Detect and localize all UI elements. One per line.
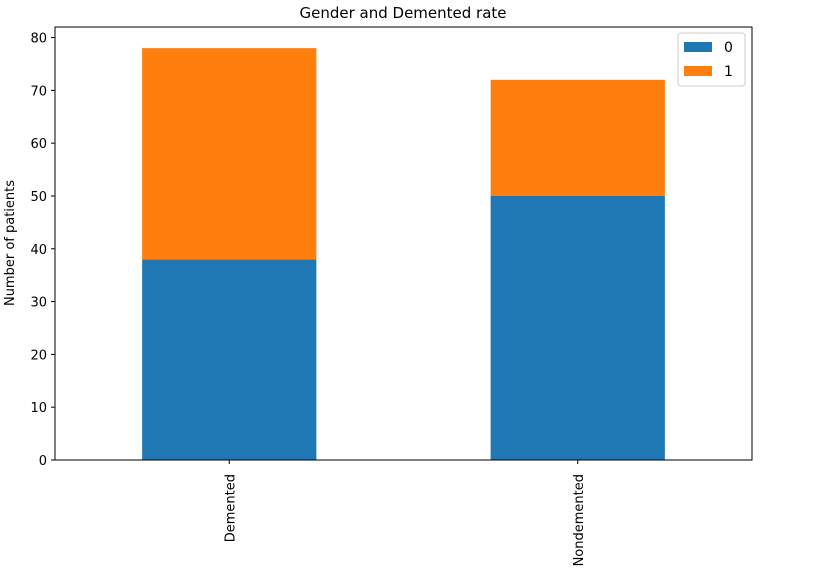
- y-ticks: 0 10 20 30 40 50 60 70 80: [30, 32, 55, 469]
- bar-demented-series-0: [142, 259, 317, 460]
- y-tick-label: 50: [30, 190, 47, 205]
- y-tick-label: 80: [30, 32, 47, 47]
- x-tick-label: Nondemented: [572, 474, 587, 566]
- y-axis-label: Number of patients: [3, 180, 18, 306]
- x-tick-label: Demented: [223, 474, 238, 542]
- bar-demented-series-1: [142, 48, 317, 260]
- y-tick-label: 0: [39, 454, 47, 469]
- legend-frame: [677, 32, 746, 87]
- y-tick-label: 30: [30, 296, 47, 311]
- legend-swatch-1: [684, 66, 712, 76]
- y-tick-label: 60: [30, 137, 47, 152]
- x-ticks: Demented Nondemented: [223, 460, 587, 566]
- chart-title: Gender and Demented rate: [299, 4, 506, 22]
- bar-nondemented-series-1: [490, 79, 665, 196]
- y-tick-label: 70: [30, 84, 47, 99]
- plot-frame: [54, 26, 753, 461]
- bars-layer: [142, 48, 665, 460]
- y-tick-label: 20: [30, 348, 47, 363]
- axes-layer: [54, 26, 753, 461]
- y-tick-label: 40: [30, 243, 47, 258]
- bar-nondemented-series-0: [490, 195, 665, 460]
- y-tick-label: 10: [30, 401, 47, 416]
- legend-label-0: 0: [724, 40, 733, 56]
- legend: 01: [677, 32, 746, 87]
- legend-label-1: 1: [724, 64, 733, 80]
- legend-swatch-0: [684, 42, 712, 52]
